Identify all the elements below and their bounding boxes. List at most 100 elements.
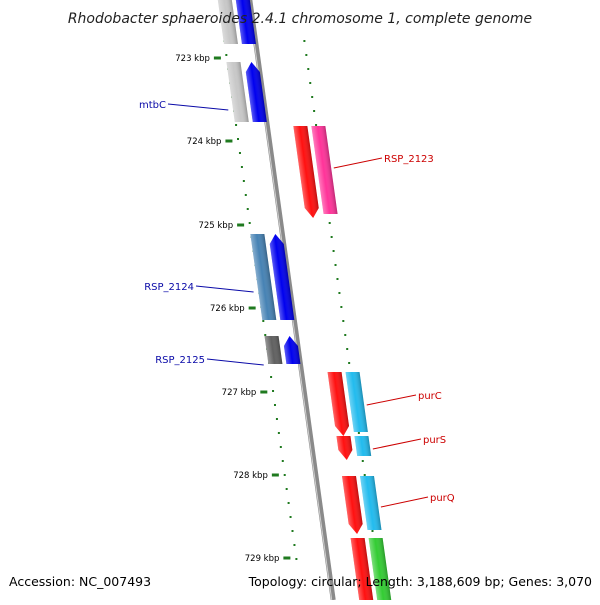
track-dot: [262, 320, 265, 322]
gene-label-purQ[interactable]: purQ: [430, 493, 455, 504]
gene-purQ[interactable]: [341, 476, 382, 534]
track-dot: [342, 320, 345, 322]
gene-RSP_2123[interactable]: [293, 126, 338, 218]
gene-leader-line: [167, 103, 229, 111]
kbp-tick-mark: [213, 56, 221, 60]
cds-shade: [269, 234, 295, 320]
gene-label-mtbC[interactable]: mtbC: [139, 100, 166, 111]
gene-shade: [226, 62, 249, 122]
kbp-tick-mark: [248, 306, 256, 310]
track-dot: [361, 460, 364, 462]
track-dot: [336, 278, 339, 280]
gene-labels: mtbC RSP_2123 RSP_2124 RSP_2125 purC purS purQ: [139, 100, 455, 508]
cds-shade: [245, 62, 267, 122]
track-dot: [273, 404, 276, 406]
track-dot: [281, 460, 284, 462]
track-dot: [328, 222, 331, 224]
gene-shade: [216, 0, 238, 44]
genome-summary-text: Topology: circular; Length: 3,188,609 bp…: [248, 574, 592, 589]
track-dot: [237, 138, 240, 140]
track-dot: [291, 530, 294, 532]
track-dot: [340, 306, 343, 308]
cds-shade: [283, 336, 301, 364]
track-dot: [348, 362, 351, 364]
kbp-ticks: 723 kbp 724 kbp 725 kbp 726 kbp 727 kbp 728 k…: [175, 54, 291, 564]
gene-RSP_2125[interactable]: [264, 336, 301, 364]
track-dot: [275, 418, 278, 420]
track-dot: [346, 348, 349, 350]
track-dot: [242, 180, 245, 182]
gene-label-purC[interactable]: purC: [418, 391, 442, 402]
track-dot: [264, 334, 267, 336]
track-dot: [334, 264, 337, 266]
cds-shade: [359, 476, 382, 530]
track-dot: [285, 488, 288, 490]
gene-label-RSP_2124[interactable]: RSP_2124: [144, 282, 194, 293]
gene-label-RSP_2123[interactable]: RSP_2123: [384, 154, 434, 165]
gene-RSP_2124[interactable]: [250, 234, 295, 320]
track-dot: [287, 502, 290, 504]
track-dot: [295, 558, 298, 560]
track-dot: [303, 40, 306, 42]
track-dot: [315, 124, 318, 126]
gene-shade: [250, 234, 277, 320]
track-dot: [357, 432, 360, 434]
gene-leader-line: [195, 285, 254, 293]
gene-label-purS[interactable]: purS: [423, 435, 446, 446]
track-dot: [248, 222, 251, 224]
track-dot: [270, 376, 273, 378]
gene-leader-line: [380, 496, 429, 508]
kbp-tick-label: 726 kbp: [210, 304, 245, 314]
gene-shade: [350, 538, 374, 605]
track-dot: [272, 390, 275, 392]
track-dot: [240, 166, 243, 168]
track-dot: [235, 124, 238, 126]
gene-features: [216, 0, 393, 605]
gene-shade: [341, 476, 363, 534]
track-dot: [279, 446, 282, 448]
gene-shade: [336, 436, 353, 460]
kbp-tick-mark: [271, 473, 279, 477]
gene-leader-line: [206, 358, 264, 366]
kbp-tick-label: 727 kbp: [222, 388, 257, 398]
gene-feature-8[interactable]: [350, 538, 393, 605]
track-dot: [238, 152, 241, 154]
track-dot: [283, 474, 286, 476]
track-dot: [225, 54, 228, 56]
cds-shade: [345, 372, 368, 432]
gene-leader-line: [333, 157, 383, 169]
gene-leader-line: [372, 438, 422, 450]
kbp-tick-mark: [260, 390, 268, 394]
gene-label-RSP_2125[interactable]: RSP_2125: [155, 355, 205, 366]
track-dot: [338, 292, 341, 294]
gene-purS[interactable]: [336, 436, 372, 460]
cds-shade: [368, 538, 393, 605]
gene-leader-line: [366, 394, 417, 406]
kbp-tick-mark: [225, 139, 233, 143]
kbp-tick-label: 728 kbp: [233, 471, 268, 481]
gene-shade: [264, 336, 283, 364]
kbp-tick-mark: [237, 223, 245, 227]
track-dot: [305, 54, 308, 56]
gene-shade: [293, 126, 319, 218]
kbp-tick-label: 729 kbp: [245, 554, 280, 564]
gene-purC[interactable]: [327, 372, 369, 436]
gene-mtbC[interactable]: [226, 62, 267, 122]
track-dot: [307, 68, 310, 70]
kbp-tick-label: 723 kbp: [175, 54, 210, 64]
gene-shade: [327, 372, 350, 436]
track-dot: [277, 432, 280, 434]
track-dot: [289, 516, 292, 518]
track-dot: [363, 474, 366, 476]
kbp-tick-label: 725 kbp: [198, 221, 233, 231]
gene-feature-0[interactable]: [216, 0, 256, 44]
track-dot: [371, 530, 374, 532]
cds-shade: [311, 126, 338, 214]
map-title: Rhodobacter sphaeroides 2.4.1 chromosome…: [68, 11, 532, 27]
track-dot: [244, 194, 247, 196]
track-dot: [246, 208, 249, 210]
accession-text: Accession: NC_007493: [9, 574, 151, 589]
cds-shade: [354, 436, 372, 456]
